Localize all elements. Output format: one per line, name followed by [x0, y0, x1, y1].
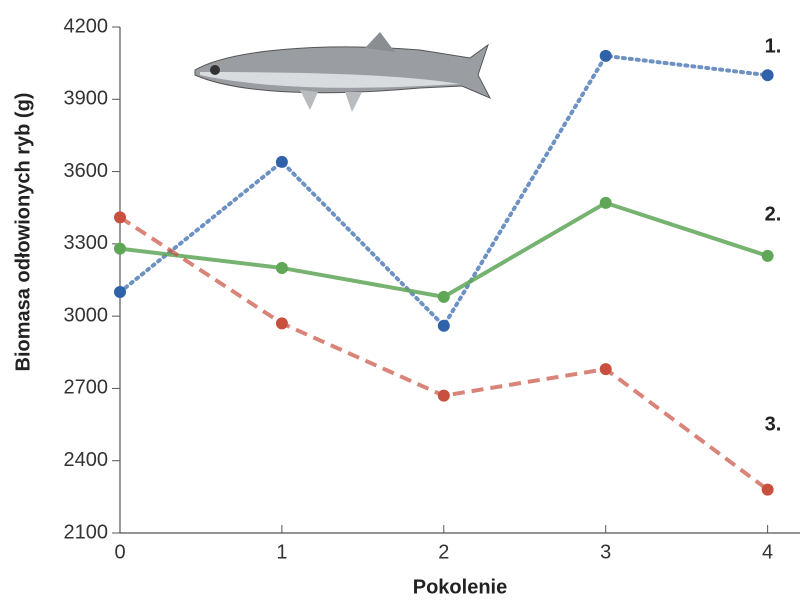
data-point	[438, 291, 450, 303]
fish-illustration	[195, 32, 490, 112]
series-label: 2.	[765, 203, 782, 225]
x-tick-label: 1	[276, 541, 287, 563]
data-point	[438, 390, 450, 402]
y-tick-label: 3000	[64, 304, 109, 326]
series-label: 3.	[765, 413, 782, 435]
y-tick-label: 2400	[64, 449, 109, 471]
y-tick-label: 2100	[64, 521, 109, 543]
data-point	[762, 69, 774, 81]
y-axis-label: Biomasa odłowionych ryb (g)	[12, 93, 34, 372]
x-tick-label: 3	[600, 541, 611, 563]
x-tick-label: 4	[762, 541, 773, 563]
y-tick-label: 3600	[64, 160, 109, 182]
data-point	[276, 317, 288, 329]
data-point	[276, 262, 288, 274]
data-point	[600, 50, 612, 62]
y-tick-label: 2700	[64, 377, 109, 399]
x-tick-label: 0	[114, 541, 125, 563]
y-tick-label: 3300	[64, 232, 109, 254]
data-point	[762, 484, 774, 496]
series-line	[120, 56, 768, 326]
data-point	[438, 320, 450, 332]
page: Pokolenie Biomasa odłowionych ryb (g) 21…	[0, 0, 802, 601]
y-tick-label: 3900	[64, 88, 109, 110]
x-axis-label: Pokolenie	[413, 576, 507, 598]
chart: Pokolenie Biomasa odłowionych ryb (g) 21…	[0, 0, 802, 601]
data-point	[762, 250, 774, 262]
data-point	[276, 156, 288, 168]
data-point	[114, 211, 126, 223]
series-label: 1.	[765, 35, 782, 57]
data-point	[114, 243, 126, 255]
series-line	[120, 217, 768, 489]
data-point	[114, 286, 126, 298]
x-tick-label: 2	[438, 541, 449, 563]
y-tick-label: 4200	[64, 15, 109, 37]
data-point	[600, 197, 612, 209]
data-point	[600, 363, 612, 375]
